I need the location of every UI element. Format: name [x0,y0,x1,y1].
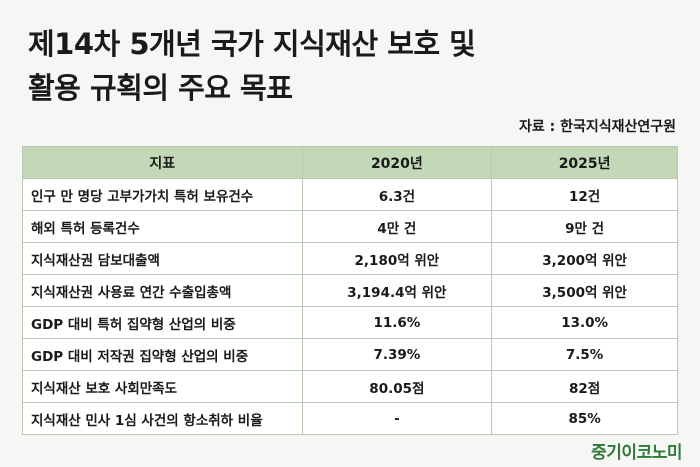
value-2020: - [301,402,493,435]
value-2025: 9만 건 [491,210,678,243]
value-2025: 3,500억 위안 [491,274,678,307]
page-title: 제14차 5개년 국가 지식재산 보호 및 활용 규획의 주요 목표 [28,22,476,110]
value-2020: 80.05점 [301,370,493,403]
row-label: 지식재산 보호 사회만족도 [22,370,303,403]
value-2020: 11.6% [301,306,493,339]
value-2025: 85% [491,402,678,435]
title-line-1: 제14차 5개년 국가 지식재산 보호 및 [28,27,476,61]
table-row: 지식재산 보호 사회만족도 80.05점 82점 [22,370,678,403]
row-label: 지식재산 민사 1심 사건의 항소취하 비율 [22,402,303,435]
table-row: 지식재산 민사 1심 사건의 항소취하 비율 - 85% [22,402,678,435]
value-2025: 3,200억 위안 [491,242,678,275]
value-2020: 6.3건 [301,178,493,211]
value-2020: 4만 건 [301,210,493,243]
column-header-2025: 2025년 [491,146,678,179]
title-line-2: 활용 규획의 주요 목표 [28,71,293,105]
value-2020: 2,180억 위안 [301,242,493,275]
publisher-logo: 중기이코노미 [591,443,682,463]
goals-table: 지표 2020년 2025년 인구 만 명당 고부가가치 특허 보유건수 6.3… [22,146,678,435]
row-label: GDP 대비 특허 집약형 산업의 비중 [22,306,303,339]
row-label: 지식재산권 사용료 연간 수출입총액 [22,274,303,307]
value-2025: 12건 [491,178,678,211]
table-row: 지식재산권 담보대출액 2,180억 위안 3,200억 위안 [22,242,678,275]
value-2025: 82점 [491,370,678,403]
row-label: 인구 만 명당 고부가가치 특허 보유건수 [22,178,303,211]
table-row: GDP 대비 특허 집약형 산업의 비중 11.6% 13.0% [22,306,678,339]
row-label: 지식재산권 담보대출액 [22,242,303,275]
value-2020: 7.39% [301,338,493,371]
table-row: 지식재산권 사용료 연간 수출입총액 3,194.4억 위안 3,500억 위안 [22,274,678,307]
source-note: 자료 : 한국지식재산연구원 [518,119,676,135]
value-2025: 7.5% [491,338,678,371]
table-header-row: 지표 2020년 2025년 [22,146,678,179]
row-label: GDP 대비 저작권 집약형 산업의 비중 [22,338,303,371]
table-row: 인구 만 명당 고부가가치 특허 보유건수 6.3건 12건 [22,178,678,211]
value-2020: 3,194.4억 위안 [301,274,493,307]
column-header-indicator: 지표 [22,146,303,179]
table-row: GDP 대비 저작권 집약형 산업의 비중 7.39% 7.5% [22,338,678,371]
table-row: 해외 특허 등록건수 4만 건 9만 건 [22,210,678,243]
column-header-2020: 2020년 [301,146,493,179]
row-label: 해외 특허 등록건수 [22,210,303,243]
value-2025: 13.0% [491,306,678,339]
